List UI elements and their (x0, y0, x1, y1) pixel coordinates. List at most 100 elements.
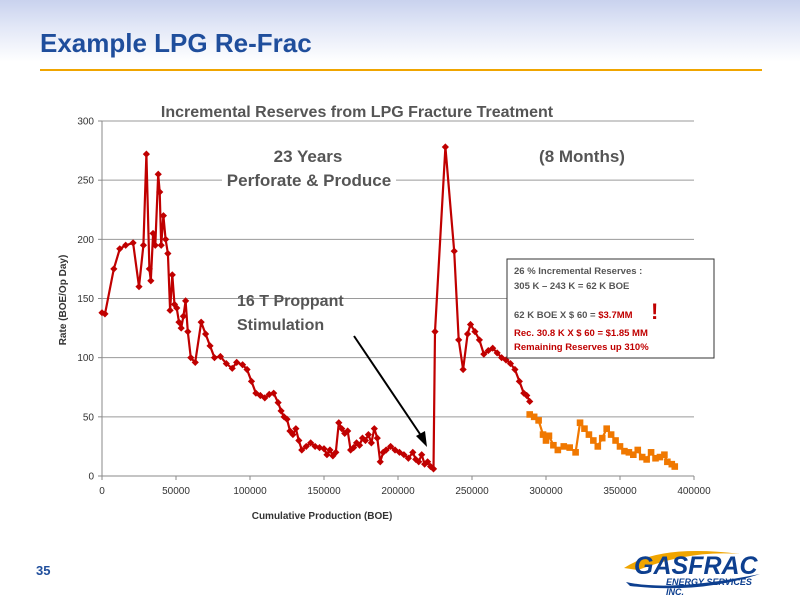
y-tick-label-0: 0 (88, 472, 94, 483)
series-0-point-18 (164, 249, 172, 258)
y-tick-labels: 0 50 100 150 200 250 300 (77, 117, 102, 483)
series-0-point-75 (367, 439, 375, 447)
y-tick-label-250: 250 (77, 176, 94, 187)
series-0-point-46 (274, 399, 282, 407)
callout-line-3: 62 K BOE X $ 60 = $3.7MM (514, 310, 633, 321)
series-0-point-81 (387, 442, 395, 451)
series-0-point-21 (170, 300, 179, 309)
series-0-point-56 (307, 439, 315, 447)
annotation-perforate: Perforate & Produce (227, 171, 391, 190)
series-0-point-48 (280, 413, 288, 421)
series-1-point-2 (535, 417, 542, 424)
series-layer (98, 143, 679, 473)
x-tick-label-0: 0 (99, 486, 105, 497)
callout-line-2: 305 K – 243 K = 62 K BOE (514, 281, 629, 292)
series-0-point-10 (147, 277, 155, 285)
series-0-point-64 (335, 419, 343, 427)
series-1-point-11 (576, 419, 584, 427)
series-0-point-38 (239, 361, 247, 369)
header-band (0, 0, 800, 62)
series-0-point-0 (98, 309, 106, 317)
series-0-point-40 (247, 377, 256, 385)
series-0-point-60 (323, 451, 331, 459)
series-0-point-35 (222, 359, 230, 368)
series-0-point-52 (292, 425, 300, 433)
series-0-point-91 (424, 458, 432, 466)
series-1-point-6 (550, 441, 557, 449)
series-0-point-79 (379, 448, 387, 456)
series-0-point-72 (358, 434, 367, 442)
series-0-point-110 (511, 365, 519, 374)
x-tick-label-150000: 150000 (307, 486, 341, 497)
gasfrac-logo: GASFRAC ENERGY SERVICES INC. (620, 548, 770, 597)
series-0-point-67 (344, 427, 352, 435)
series-0-point-28 (187, 354, 195, 362)
series-0-point-112 (520, 389, 528, 397)
series-0-point-71 (355, 441, 364, 449)
series-0-point-47 (277, 407, 285, 415)
series-1-point-22 (625, 449, 633, 456)
series-1-point-19 (612, 437, 619, 444)
annotation-years: 23 Years (274, 147, 343, 166)
series-0-point-78 (376, 458, 384, 466)
series-0-point-4 (122, 241, 130, 249)
logo-subtitle: ENERGY SERVICES INC. (666, 577, 752, 597)
series-0-point-73 (361, 436, 370, 445)
series-0-point-103 (480, 350, 488, 358)
series-0-point-76 (370, 425, 378, 433)
series-1-point-17 (603, 425, 610, 432)
callout-line-3-text: 62 K BOE X $ 60 = (514, 310, 598, 321)
x-tick-label-250000: 250000 (455, 486, 489, 497)
series-0-point-61 (326, 446, 334, 454)
series-0-point-106 (493, 349, 501, 357)
series-0-point-3 (116, 245, 124, 253)
y-tick-label-50: 50 (83, 412, 95, 423)
series-0-point-27 (184, 328, 192, 336)
chart-title: Incremental Reserves from LPG Fracture T… (161, 104, 554, 121)
series-1-point-12 (581, 425, 588, 432)
series-0-point-7 (139, 241, 148, 249)
series-0-point-113 (523, 391, 531, 400)
series-0-point-24 (177, 324, 185, 332)
series-0 (98, 143, 534, 473)
series-0-point-54 (298, 446, 306, 454)
series-0-point-15 (157, 241, 165, 249)
series-0-point-5 (129, 239, 137, 247)
series-0-point-39 (243, 365, 251, 374)
series-0-point-80 (382, 446, 390, 454)
series-0-point-95 (441, 143, 449, 151)
series-0-point-45 (270, 389, 278, 397)
series-1-point-1 (530, 413, 538, 421)
callout-line-1: 26 % Incremental Reserves : (514, 266, 642, 277)
annotation-stimulation-line2: Stimulation (237, 317, 324, 334)
series-0-point-109 (506, 359, 515, 368)
series-1-point-20 (616, 443, 624, 450)
series-1-point-21 (621, 447, 628, 455)
series-0-point-43 (261, 394, 269, 402)
y-tick-label-200: 200 (77, 235, 94, 246)
x-tick-label-200000: 200000 (381, 486, 415, 497)
annotation-stimulation-line1: 16 T Proppant (237, 293, 344, 310)
series-0-point-107 (498, 354, 506, 362)
series-0-point-98 (459, 365, 467, 374)
series-0-point-69 (350, 444, 358, 452)
series-1-point-30 (661, 451, 668, 458)
x-tick-labels: 0 50000 100000 150000 200000 250000 300000 3500… (99, 476, 711, 497)
series-1-point-14 (590, 437, 597, 444)
series-0-point-86 (409, 448, 417, 456)
series-1-point-25 (638, 453, 646, 461)
series-1-point-8 (560, 443, 568, 450)
reserves-callout-box (506, 258, 715, 359)
series-0-point-29 (191, 358, 199, 366)
series-0-point-2 (110, 265, 118, 273)
x-axis-label: Cumulative Production (BOE) (252, 511, 393, 522)
series-0-point-23 (175, 318, 183, 326)
series-1-point-24 (634, 446, 642, 454)
series-1-point-33 (671, 463, 679, 470)
series-0-point-66 (341, 429, 349, 437)
series-0-point-87 (412, 455, 420, 464)
series-0-point-55 (302, 442, 310, 451)
y-tick-label-100: 100 (77, 353, 94, 364)
series-0-point-16 (159, 212, 168, 220)
series-1-point-10 (572, 449, 579, 456)
